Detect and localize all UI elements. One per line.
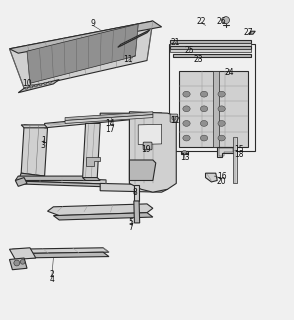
- FancyBboxPatch shape: [170, 114, 178, 122]
- Polygon shape: [129, 160, 156, 180]
- Polygon shape: [21, 125, 48, 176]
- Polygon shape: [100, 113, 162, 119]
- Polygon shape: [9, 258, 27, 270]
- Circle shape: [223, 17, 230, 24]
- Bar: [49, 81, 51, 84]
- Polygon shape: [12, 252, 109, 258]
- Polygon shape: [213, 71, 219, 147]
- Text: 9: 9: [91, 20, 95, 28]
- Circle shape: [182, 150, 186, 155]
- Polygon shape: [206, 173, 217, 182]
- Ellipse shape: [218, 91, 225, 97]
- Polygon shape: [65, 115, 153, 124]
- Polygon shape: [100, 182, 168, 192]
- Text: 12: 12: [170, 116, 180, 125]
- Polygon shape: [217, 147, 235, 157]
- Text: 24: 24: [224, 68, 234, 77]
- Polygon shape: [83, 124, 100, 178]
- Ellipse shape: [183, 91, 190, 97]
- Polygon shape: [129, 112, 176, 192]
- Text: 21: 21: [170, 38, 180, 47]
- Text: 14: 14: [106, 119, 115, 128]
- Bar: [30, 86, 33, 88]
- Polygon shape: [248, 31, 255, 34]
- Text: 8: 8: [133, 188, 138, 197]
- Polygon shape: [179, 71, 248, 147]
- Text: 13: 13: [180, 153, 190, 162]
- Polygon shape: [118, 30, 150, 47]
- Text: 15: 15: [234, 145, 244, 154]
- Polygon shape: [18, 80, 59, 93]
- Ellipse shape: [183, 121, 190, 126]
- Ellipse shape: [183, 106, 190, 112]
- Polygon shape: [134, 185, 139, 201]
- Polygon shape: [181, 151, 188, 154]
- Text: 1: 1: [41, 137, 46, 146]
- Circle shape: [20, 260, 25, 264]
- Polygon shape: [65, 112, 153, 121]
- Polygon shape: [27, 24, 138, 83]
- FancyBboxPatch shape: [143, 142, 152, 150]
- Polygon shape: [171, 43, 251, 46]
- Bar: [39, 83, 42, 86]
- Text: 17: 17: [106, 125, 115, 134]
- Text: 10: 10: [22, 79, 32, 88]
- Text: 26: 26: [217, 17, 226, 26]
- Polygon shape: [9, 21, 162, 53]
- Text: 16: 16: [217, 172, 226, 180]
- Polygon shape: [138, 124, 162, 145]
- Ellipse shape: [183, 135, 190, 141]
- Polygon shape: [15, 178, 27, 186]
- Text: 5: 5: [128, 219, 133, 228]
- Polygon shape: [21, 125, 48, 128]
- Polygon shape: [171, 49, 251, 52]
- Text: 23: 23: [193, 54, 203, 64]
- Polygon shape: [233, 137, 237, 183]
- Polygon shape: [129, 113, 162, 185]
- Polygon shape: [18, 177, 106, 184]
- Polygon shape: [83, 178, 100, 180]
- Text: 2: 2: [49, 270, 54, 279]
- Bar: [25, 87, 28, 89]
- Text: 22: 22: [196, 17, 206, 26]
- Polygon shape: [45, 113, 153, 128]
- Polygon shape: [9, 248, 36, 260]
- Text: 25: 25: [185, 46, 194, 55]
- Ellipse shape: [201, 106, 208, 112]
- Polygon shape: [171, 46, 251, 49]
- Ellipse shape: [218, 121, 225, 126]
- Bar: [34, 84, 37, 87]
- Polygon shape: [173, 54, 251, 57]
- Polygon shape: [86, 157, 100, 166]
- Bar: [44, 82, 46, 85]
- Polygon shape: [48, 204, 153, 216]
- Text: 7: 7: [128, 223, 133, 232]
- Polygon shape: [12, 248, 109, 254]
- Polygon shape: [18, 181, 109, 187]
- Text: 19: 19: [141, 145, 150, 154]
- Ellipse shape: [201, 121, 208, 126]
- Polygon shape: [134, 201, 140, 223]
- Circle shape: [14, 260, 20, 266]
- Text: 4: 4: [49, 275, 54, 284]
- Ellipse shape: [218, 106, 225, 112]
- Polygon shape: [9, 21, 153, 88]
- Text: 18: 18: [234, 150, 244, 159]
- Polygon shape: [171, 40, 251, 43]
- Text: 27: 27: [243, 28, 253, 37]
- Polygon shape: [54, 213, 153, 220]
- Polygon shape: [15, 176, 88, 180]
- Text: 3: 3: [41, 141, 46, 150]
- Circle shape: [172, 116, 176, 120]
- Polygon shape: [18, 173, 45, 183]
- Text: 20: 20: [217, 177, 226, 186]
- Ellipse shape: [218, 135, 225, 141]
- Ellipse shape: [201, 135, 208, 141]
- Text: 11: 11: [123, 54, 133, 64]
- Ellipse shape: [201, 91, 208, 97]
